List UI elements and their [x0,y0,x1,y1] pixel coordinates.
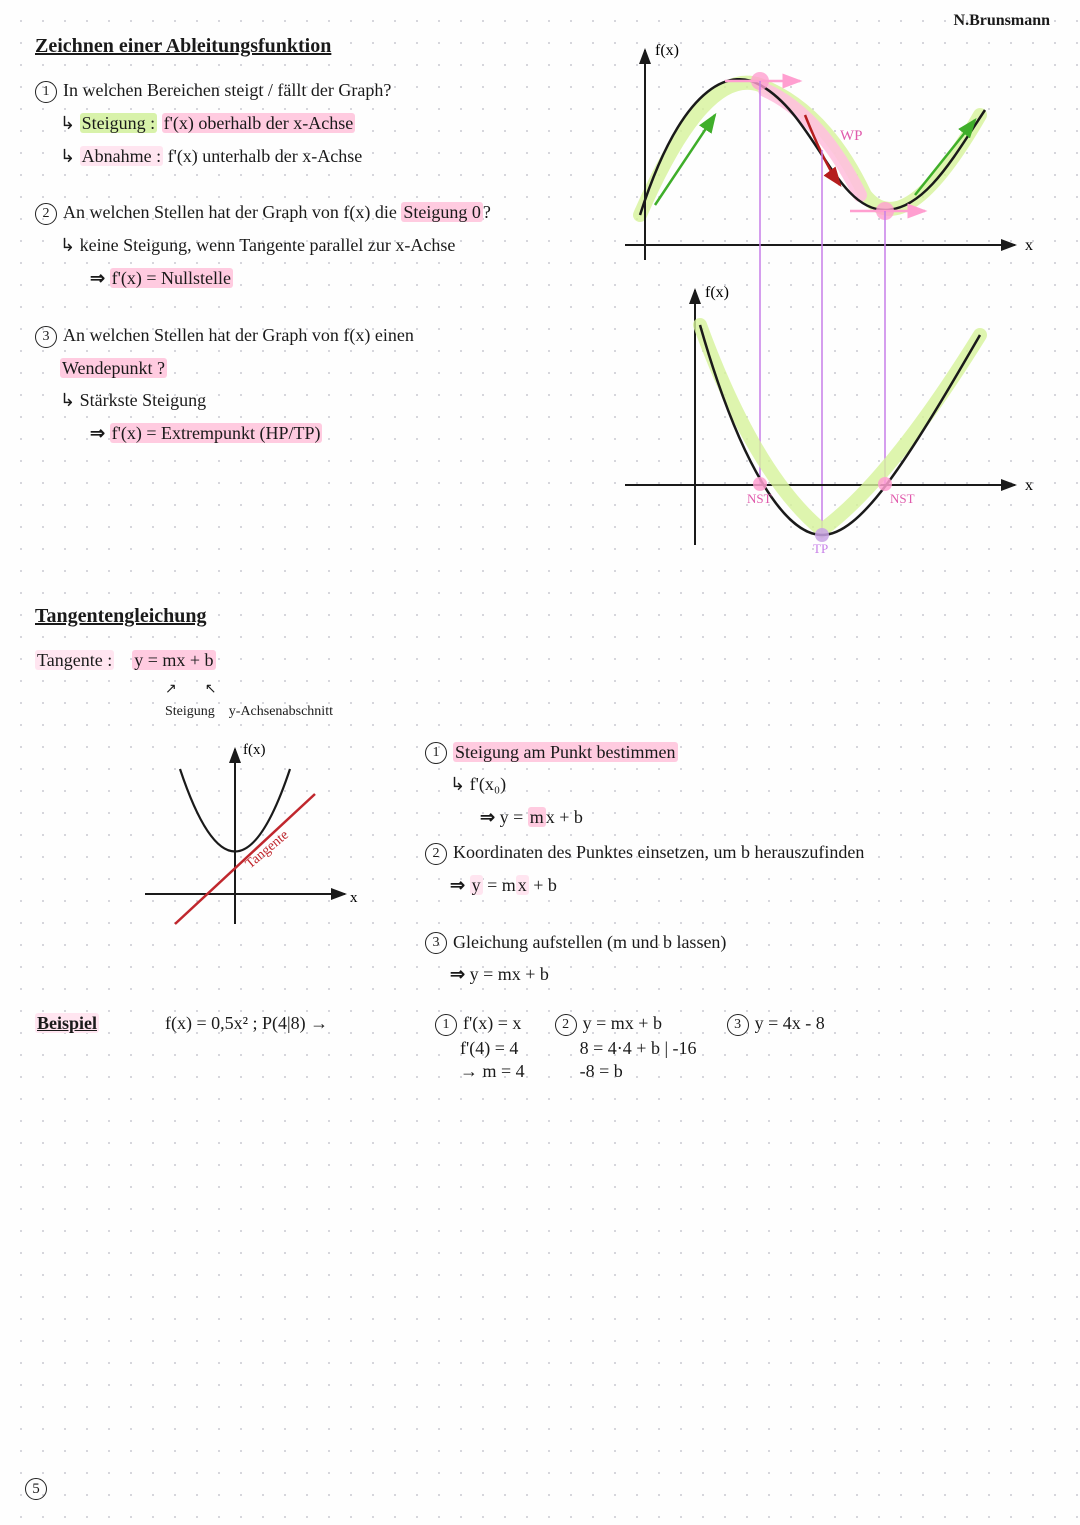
tangent-graph: f(x) x Tangente [125,734,405,944]
beispiel-row: Beispiel f(x) = 0,5x² ; P(4|8) → 1f'(x) … [35,1013,1045,1082]
circled-3: 3 [35,326,57,348]
item2-l1: keine Steigung, wenn Tangente parallel z… [60,231,565,260]
svg-text:TP: TP [813,541,828,555]
item1-line2: Abnahme : f'(x) unterhalb der x-Achse [60,142,565,171]
beispiel-col2: 2y = mx + b 8 = 4·4 + b | -16 -8 = b [555,1013,697,1082]
beispiel-col3: 3y = 4x - 8 [727,1013,825,1082]
tangent-eq-annot: ↗ ↖ Steigung y-Achsenabschnitt [165,679,1045,724]
beispiel-col1: 1f'(x) = x f'(4) = 4 → m = 4 [435,1013,525,1082]
section1-title: Zeichnen einer Ableitungsfunktion [35,35,565,58]
svg-text:Tangente: Tangente [243,827,292,871]
svg-text:f(x): f(x) [705,284,729,301]
svg-text:x: x [1025,477,1033,494]
item3-l2: f'(x) = Extrempunkt (HP/TP) [90,419,565,448]
derivative-diagram: f(x) x WP f(x) x [585,35,1045,555]
beispiel-label: Beispiel [35,1013,99,1033]
svg-text:x: x [1025,237,1033,254]
beispiel-given: f(x) = 0,5x² ; P(4|8) → [165,1013,405,1082]
page-content: Zeichnen einer Ableitungsfunktion 1 In we… [0,0,1080,1117]
svg-text:NST: NST [747,491,772,506]
author-name: N.Brunsmann [954,12,1050,30]
item2-l2: f'(x) = Nullstelle [90,264,565,293]
svg-text:WP: WP [840,128,863,144]
page-number: 5 [25,1478,47,1500]
section2-title: Tangentengleichung [35,605,1045,628]
svg-text:x: x [350,890,358,906]
item3-q2: Wendepunkt ? [60,354,565,383]
section1-text: Zeichnen einer Ableitungsfunktion 1 In we… [35,35,565,452]
svg-text:f(x): f(x) [655,42,679,59]
tangent-eq-line: Tangente : y = mx + b [35,646,1045,675]
item2-q: An welchen Stellen hat der Graph von f(x… [63,202,491,222]
circled-1: 1 [35,81,57,103]
item1-line1: Steigung : f'(x) oberhalb der x-Achse [60,109,565,138]
circled-2: 2 [35,203,57,225]
item3-l1: Stärkste Steigung [60,386,565,415]
item1-question: In welchen Bereichen steigt / fällt der … [63,80,391,100]
svg-text:NST: NST [890,491,915,506]
tangent-steps: 1Steigung am Punkt bestimmen f'(x₀) y = … [425,734,1045,994]
svg-text:f(x): f(x) [243,742,266,758]
item3-q1: An welchen Stellen hat der Graph von f(x… [63,325,414,345]
